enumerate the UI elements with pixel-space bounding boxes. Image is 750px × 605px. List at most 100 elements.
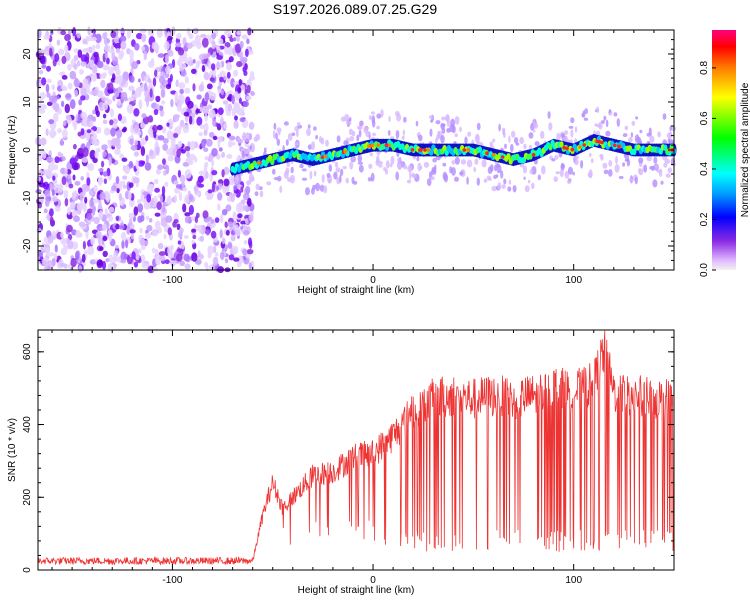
signal-halo — [497, 182, 502, 190]
noise-blob — [154, 187, 161, 193]
noise-blob — [92, 109, 96, 115]
noise-blob — [233, 220, 237, 226]
noise-blob — [80, 86, 87, 96]
signal-peak — [384, 143, 389, 147]
noise-blob — [144, 82, 148, 92]
noise-blob — [181, 181, 185, 187]
noise-blob — [108, 66, 114, 76]
noise-blob — [87, 163, 95, 172]
noise-blob — [141, 113, 147, 119]
noise-blob — [97, 176, 104, 184]
noise-blob — [140, 215, 145, 222]
noise-blob — [95, 231, 102, 239]
signal-halo — [451, 167, 456, 176]
noise-blob — [43, 236, 49, 243]
noise-blob — [235, 43, 242, 54]
signal-halo — [313, 170, 317, 177]
noise-blob — [85, 47, 90, 53]
noise-blob — [175, 79, 179, 88]
signal-trace — [230, 106, 677, 203]
figure-title: S197.2026.089.07.25.G29 — [273, 1, 437, 17]
noise-blob — [61, 176, 67, 186]
noise-blob — [76, 202, 84, 211]
noise-blob — [57, 128, 62, 134]
signal-halo — [356, 134, 360, 142]
noise-blob — [108, 254, 114, 263]
noise-blob — [229, 37, 234, 42]
noise-blob — [74, 180, 81, 186]
signal-halo — [638, 157, 644, 164]
signal-halo — [502, 127, 506, 133]
signal-halo — [466, 176, 469, 185]
signal-halo — [608, 160, 613, 167]
noise-blob — [105, 97, 110, 103]
noise-blob — [101, 96, 107, 102]
noise-blob — [76, 32, 81, 39]
signal-halo — [279, 185, 283, 193]
noise-blob — [175, 184, 182, 189]
noise-blob — [121, 231, 127, 241]
noise-blob — [129, 49, 134, 60]
noise-blob — [54, 206, 61, 212]
noise-blob — [167, 155, 174, 162]
noise-blob — [182, 124, 190, 134]
signal-halo — [351, 130, 356, 137]
signal-halo — [532, 129, 536, 133]
signal-halo — [510, 143, 514, 153]
noise-blob — [220, 90, 224, 96]
noise-blob — [42, 260, 47, 266]
noise-blob — [179, 88, 184, 95]
noise-blob — [114, 42, 122, 50]
noise-blob — [238, 97, 242, 104]
noise-blob — [87, 245, 95, 256]
noise-blob — [211, 148, 218, 157]
noise-blob — [246, 180, 252, 186]
snr-y-tick-label: 200 — [22, 488, 33, 505]
noise-blob — [110, 127, 116, 137]
signal-halo — [580, 160, 584, 169]
signal-halo — [342, 166, 347, 170]
noise-blob — [80, 54, 88, 63]
noise-blob — [87, 26, 91, 36]
noise-blob — [138, 99, 143, 110]
signal-halo — [380, 109, 384, 118]
signal-halo — [599, 153, 604, 159]
signal-halo — [614, 164, 620, 173]
noise-blob — [153, 108, 159, 116]
snr-y-tick-label: 400 — [22, 416, 33, 433]
noise-blob — [177, 169, 181, 178]
noise-blob — [92, 157, 98, 164]
noise-blob — [88, 46, 93, 54]
signal-halo — [602, 162, 608, 169]
signal-halo — [452, 125, 456, 134]
signal-band-core — [559, 141, 564, 148]
noise-blob — [60, 138, 64, 146]
signal-halo — [406, 179, 412, 184]
signal-halo — [649, 135, 655, 143]
noise-blob — [239, 51, 244, 60]
noise-blob — [132, 90, 135, 95]
noise-blob — [42, 150, 47, 159]
noise-blob — [102, 250, 108, 258]
noise-blob — [114, 244, 119, 249]
noise-blob — [116, 100, 122, 106]
spectrogram-y-tick-label: 20 — [22, 48, 33, 60]
signal-halo — [418, 134, 423, 142]
signal-halo — [511, 130, 516, 138]
noise-blob — [103, 44, 111, 53]
noise-blob — [86, 177, 91, 186]
signal-halo — [306, 128, 311, 137]
signal-peak — [595, 139, 600, 144]
noise-blob — [197, 175, 204, 183]
noise-blob — [92, 44, 96, 50]
noise-blob — [229, 141, 236, 146]
noise-blob — [41, 77, 47, 86]
noise-blob — [157, 135, 165, 141]
signal-halo — [296, 122, 301, 127]
noise-blob — [151, 197, 155, 206]
noise-blob — [94, 55, 98, 66]
noise-scatter — [35, 26, 255, 274]
noise-blob — [102, 151, 107, 157]
noise-blob — [48, 252, 55, 257]
signal-halo — [503, 178, 507, 185]
